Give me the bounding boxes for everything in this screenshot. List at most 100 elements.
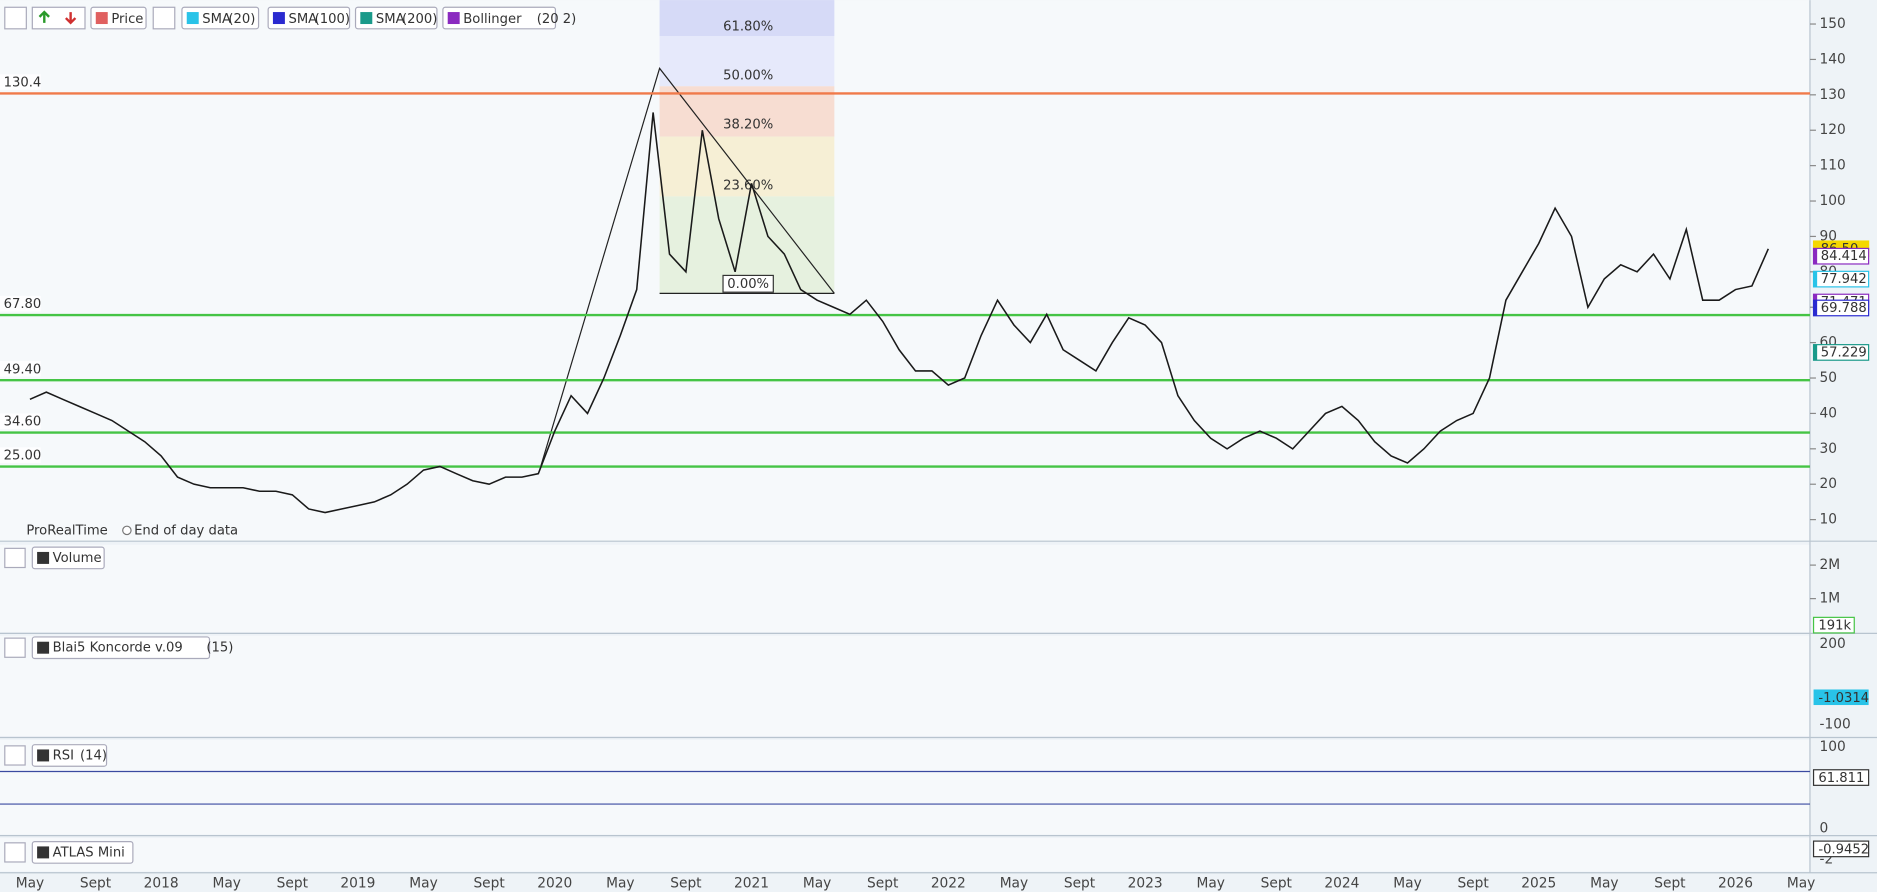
y-tick-label: 2M [1820,557,1841,573]
indicator-param: (20 2) [537,12,577,27]
indicator-button[interactable] [267,6,351,30]
panel-param: (14) [80,748,107,763]
x-tick-label: Sept [473,876,505,892]
up-arrow [38,10,50,23]
x-tick-label: May [409,876,437,892]
last-value-flag [1813,271,1818,287]
y-tick-label: 120 [1820,122,1846,138]
volume-plot-area [0,544,1810,633]
x-tick-label: 2022 [931,876,966,892]
x-tick-label: May [803,876,831,892]
x-tick-label: Sept [867,876,899,892]
panel-button[interactable] [4,842,26,863]
brand: ProRealTime [26,523,107,538]
up-down-buttons[interactable] [31,6,86,30]
price-line [29,112,1770,514]
fib-label: 61.80% [723,19,773,34]
indicator-button[interactable] [31,744,108,767]
price-plot-area [0,0,1810,541]
x-tick-label: Sept [1457,876,1489,892]
y-tick-label: 30 [1820,441,1838,457]
panel-button[interactable] [4,6,27,30]
x-tick-label: Sept [1064,876,1096,892]
last-value-box [1812,840,1870,858]
x-tick-label: 2018 [144,876,179,892]
indicator-name: Price [111,12,143,27]
y-tick-label: 200 [1820,636,1846,652]
panel-title: RSI [53,748,74,763]
panel-button[interactable] [4,745,26,766]
level-label-box [0,360,41,377]
note-dot [122,525,132,536]
fib-zone [659,86,835,137]
indicator-param: (20) [228,12,255,27]
last-value-box [1812,616,1855,634]
y-tick-label: 1M [1820,591,1841,607]
x-tick-label: 2024 [1324,876,1359,892]
level-label-box [0,447,41,463]
indicator-swatch [37,641,50,654]
x-tick-label: Sept [277,876,309,892]
content: Price SMA(20) SMA(100) SMA(200) Bollinger (20… [0,6,1870,892]
x-tick-label: May [16,876,44,892]
x-tick-label: 2023 [1128,876,1163,892]
x-tick-label: Sept [1654,876,1686,892]
indicator-button[interactable] [354,6,438,30]
indicator-button[interactable] [442,6,557,30]
indicator-param: (100) [315,12,350,27]
last-value-box [1813,689,1869,706]
panel-title: ATLAS Mini [53,845,125,860]
panel-param: (15) [206,641,233,656]
indicator-button[interactable] [31,841,134,864]
y-tick-label: 10 [1820,512,1838,528]
panel-title: Volume [53,551,102,566]
fib-label-box [722,274,774,293]
atlas-plot-area [0,838,1810,872]
indicator-swatch [447,12,460,25]
last-value-label: 84.414 [1821,249,1867,264]
x-tick-label: May [1787,876,1815,892]
last-value-label: 61.811 [1818,771,1864,786]
panel-button[interactable] [4,637,26,658]
level-label-box [0,413,41,429]
last-value-label: -0.9452 [1818,842,1869,857]
last-value-label: 69.788 [1821,301,1867,316]
fib-label: 0.00% [727,277,769,292]
panel-title: Blai5 Koncorde v.09 [53,641,183,656]
rsi-plot-area [0,739,1810,835]
list-button[interactable] [152,6,176,30]
last-value-label: 77.942 [1821,272,1867,287]
indicator-swatch [360,12,373,25]
indicator-name: SMA [202,12,231,27]
x-tick-label: May [213,876,241,892]
y-tick-label: 140 [1820,51,1846,67]
y-tick-label: -100 [1820,716,1851,732]
level-label: 25.00 [4,449,42,464]
last-value-box [1812,769,1870,786]
indicator-swatch [186,12,199,25]
fib-label: 38.20% [723,118,773,133]
level-label: 34.60 [4,415,42,430]
level-label-box [0,295,41,312]
indicator-swatch [95,12,108,25]
indicator-button[interactable] [31,636,211,660]
indicator-button[interactable] [181,6,260,30]
indicator-name: Bollinger [463,12,522,27]
x-tick-label: 2026 [1718,876,1753,892]
indicator-button[interactable] [31,546,105,570]
indicator-swatch [272,12,285,25]
indicator-param: (200) [402,12,437,27]
note: End of day data [134,523,238,538]
y-tick-label: 50 [1820,370,1838,386]
last-value-flag [1813,248,1818,264]
x-tick-label: 2019 [340,876,375,892]
fib-zone [659,136,835,197]
koncorde-plot-area [0,635,1810,737]
panel-button[interactable] [4,547,26,569]
indicator-name: SMA [376,12,405,27]
y-tick-label: 100 [1820,739,1846,755]
y-tick-label: 0 [1820,820,1829,836]
level-label-box [0,74,41,90]
last-value-label: -1.0314 [1818,691,1869,706]
